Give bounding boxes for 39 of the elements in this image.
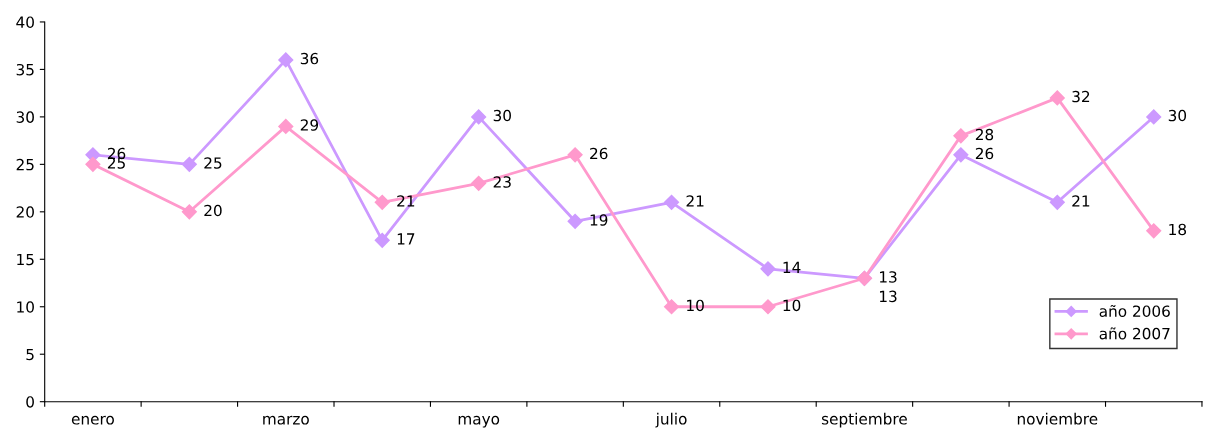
data-label: 28 <box>975 128 994 141</box>
data-label: 21 <box>686 195 704 207</box>
y-tick-label: 0 <box>26 396 34 408</box>
data-label: 36 <box>300 52 319 65</box>
data-label: 25 <box>204 157 222 169</box>
y-tick-label: 15 <box>17 253 34 266</box>
data-label: 20 <box>204 204 222 217</box>
y-tick-label: 10 <box>17 301 34 313</box>
data-label: 21 <box>1072 195 1090 207</box>
data-label: 10 <box>687 299 704 312</box>
data-label: 30 <box>1168 109 1187 122</box>
x-tick-label: mayo <box>458 415 500 428</box>
data-label: 26 <box>590 147 608 160</box>
data-label: 14 <box>783 261 801 273</box>
y-tick-label: 40 <box>16 16 34 28</box>
data-label: 13 <box>879 271 897 283</box>
data-label: 17 <box>397 233 415 245</box>
y-tick-label: 30 <box>16 111 34 123</box>
y-tick-label: 25 <box>16 158 34 171</box>
legend-label: año 2007 <box>1099 327 1170 340</box>
data-label: 23 <box>493 176 511 188</box>
data-label: 10 <box>783 299 801 312</box>
data-label: 18 <box>1169 223 1187 236</box>
data-label: 19 <box>590 214 608 226</box>
y-tick-label: 20 <box>16 206 34 218</box>
x-tick-label: noviembre <box>1017 412 1098 425</box>
data-label: 13 <box>879 290 897 303</box>
y-tick-label: 35 <box>16 63 34 76</box>
legend-label: año 2006 <box>1099 304 1170 317</box>
x-tick-label: septiembre <box>821 412 907 428</box>
x-tick-label: enero <box>71 415 114 425</box>
data-label: 21 <box>397 195 415 207</box>
y-tick-label: 5 <box>26 348 34 361</box>
data-label: 29 <box>300 119 319 131</box>
x-tick-label: marzo <box>263 415 309 425</box>
x-tick-label: julio <box>655 412 687 428</box>
data-label: 30 <box>493 109 511 122</box>
data-label: 32 <box>1072 90 1090 103</box>
data-label: 26 <box>975 147 994 160</box>
